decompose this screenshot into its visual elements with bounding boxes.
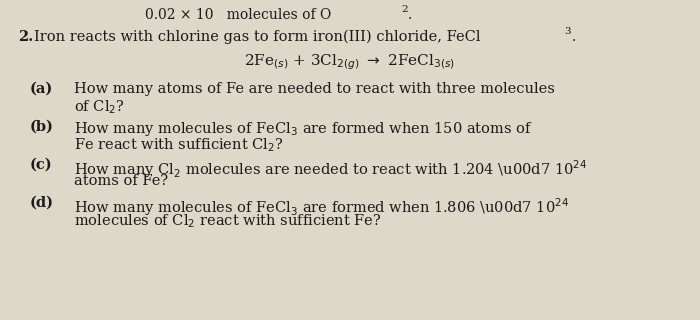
Text: Fe react with sufficient Cl$_2$?: Fe react with sufficient Cl$_2$? bbox=[74, 136, 284, 154]
Text: atoms of Fe?: atoms of Fe? bbox=[74, 174, 168, 188]
Text: How many molecules of FeCl$_3$ are formed when 150 atoms of: How many molecules of FeCl$_3$ are forme… bbox=[74, 120, 533, 138]
Text: of Cl$_2$?: of Cl$_2$? bbox=[74, 98, 125, 116]
Text: .: . bbox=[408, 8, 412, 22]
Text: How many atoms of Fe are needed to react with three molecules: How many atoms of Fe are needed to react… bbox=[74, 82, 555, 96]
Text: (a): (a) bbox=[30, 82, 53, 96]
Text: .: . bbox=[572, 30, 576, 44]
Text: How many Cl$_2$ molecules are needed to react with 1.204 \u00d7 10$^{24}$: How many Cl$_2$ molecules are needed to … bbox=[74, 158, 587, 180]
Text: molecules of Cl$_2$ react with sufficient Fe?: molecules of Cl$_2$ react with sufficien… bbox=[74, 212, 382, 230]
Text: 3: 3 bbox=[564, 27, 570, 36]
Text: 2Fe$_{(s)}$ + 3Cl$_{2(g)}$ $\rightarrow$ 2FeCl$_{3(s)}$: 2Fe$_{(s)}$ + 3Cl$_{2(g)}$ $\rightarrow$… bbox=[244, 52, 456, 72]
Text: (b): (b) bbox=[30, 120, 54, 134]
Text: 0.02 × 10   molecules of O: 0.02 × 10 molecules of O bbox=[145, 8, 331, 22]
Text: 2.: 2. bbox=[18, 30, 34, 44]
Text: 2: 2 bbox=[401, 5, 407, 14]
Text: (c): (c) bbox=[30, 158, 52, 172]
Text: (d): (d) bbox=[30, 196, 54, 210]
Text: Iron reacts with chlorine gas to form iron(III) chloride, FeCl: Iron reacts with chlorine gas to form ir… bbox=[34, 30, 480, 44]
Text: How many molecules of FeCl$_3$ are formed when 1.806 \u00d7 10$^{24}$: How many molecules of FeCl$_3$ are forme… bbox=[74, 196, 569, 218]
